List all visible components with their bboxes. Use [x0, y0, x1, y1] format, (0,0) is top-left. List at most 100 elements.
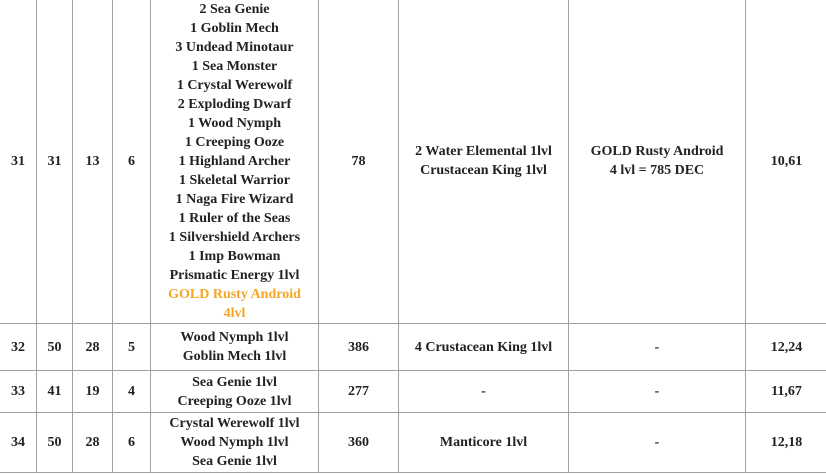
cell-line: 6 — [128, 153, 135, 169]
table-row: 32 50 28 5 Wood Nymph 1lvl Goblin Mech 1lvl 38… — [0, 323, 826, 371]
table-cell: 50 — [36, 412, 73, 473]
table-row: 34 50 28 6 Crystal Werewolf 1lvl Wood Nymph 1… — [0, 412, 826, 473]
table-cell: 12,24 — [745, 323, 826, 371]
table-cell: 360 — [318, 412, 399, 473]
cell-line: 1 Crystal Werewolf — [176, 77, 293, 93]
table-cell: 34 — [0, 412, 37, 473]
cell-line: 4 — [128, 384, 135, 399]
table-cell: 31 — [0, 0, 37, 324]
table-cell: Manticore 1lvl — [398, 412, 569, 473]
table-cell: GOLD Rusty Android 4 lvl = 785 DEC — [568, 0, 746, 324]
cell-line: 50 — [47, 339, 62, 355]
cell-line: Crystal Werewolf 1lvl — [169, 416, 300, 431]
cell-line: 277 — [348, 384, 369, 399]
cell-line: 31 — [47, 153, 62, 169]
cell-line: 28 — [85, 339, 100, 355]
table-cell: Wood Nymph 1lvl Goblin Mech 1lvl — [150, 323, 319, 371]
table-cell: - — [568, 323, 746, 371]
table-cell: - — [568, 412, 746, 473]
cell-line: 6 — [128, 435, 135, 450]
cell-line: 41 — [47, 384, 62, 399]
cell-line: - — [654, 384, 660, 399]
table-cell: 41 — [36, 370, 73, 413]
table-cell: 11,67 — [745, 370, 826, 413]
cell-line: 34 — [11, 435, 25, 450]
cell-line: Sea Genie 1lvl — [192, 454, 277, 469]
table-cell: Sea Genie 1lvl Creeping Ooze 1lvl — [150, 370, 319, 413]
cell-line: 28 — [85, 435, 100, 450]
cell-line: 10,61 — [770, 153, 803, 169]
cell-line: 4 lvl = 785 DEC — [609, 163, 705, 178]
cell-line: 1 Creeping Ooze — [184, 134, 285, 150]
table-cell: 19 — [72, 370, 113, 413]
cell-line: 2 Sea Genie — [199, 1, 270, 17]
cell-line: 11,67 — [771, 384, 802, 399]
cell-line: Sea Genie 1lvl — [192, 374, 277, 390]
table-cell: 78 — [318, 0, 399, 324]
cell-line: 33 — [11, 384, 25, 399]
table-cell: 12,18 — [745, 412, 826, 473]
cell-line: - — [654, 435, 660, 450]
table-cell: 4 — [112, 370, 151, 413]
table-cell: 28 — [72, 412, 113, 473]
cell-line: 386 — [348, 339, 369, 355]
table-cell: 28 — [72, 323, 113, 371]
table-cell: 50 — [36, 323, 73, 371]
cell-line: 32 — [11, 339, 25, 355]
cell-line: Manticore 1lvl — [439, 435, 528, 450]
cell-line: 12,24 — [770, 339, 803, 355]
cell-line: 50 — [47, 435, 62, 450]
cell-line: 3 Undead Minotaur — [175, 39, 294, 55]
cell-line: 1 Highland Archer — [178, 153, 291, 169]
table-cell: 277 — [318, 370, 399, 413]
table-cell: 10,61 — [745, 0, 826, 324]
table-cell: Crystal Werewolf 1lvl Wood Nymph 1lvl Sea … — [150, 412, 319, 473]
cell-line: 13 — [85, 153, 100, 169]
cell-line: - — [481, 384, 486, 399]
table-cell: 2 Water Elemental 1lvl Crustacean King 1l… — [398, 0, 569, 324]
table-cell: 6 — [112, 0, 151, 324]
cell-line: 4lvl — [223, 305, 246, 321]
table-cell: 13 — [72, 0, 113, 324]
cell-line: 1 Skeletal Warrior — [179, 172, 290, 188]
cell-line: 4 Crustacean King 1lvl — [414, 339, 553, 355]
cell-line: 19 — [85, 384, 100, 399]
cell-line: Goblin Mech 1lvl — [182, 349, 287, 364]
cell-line: Crustacean King 1lvl — [420, 163, 547, 178]
table-row: 31 31 13 6 2 Sea Genie 1 Goblin Mech 3 Undead … — [0, 0, 826, 324]
table-cell: 2 Sea Genie 1 Goblin Mech 3 Undead Minotau… — [150, 0, 319, 324]
cell-line: 1 Naga Fire Wizard — [175, 191, 294, 207]
cell-line: Creeping Ooze 1lvl — [177, 393, 292, 409]
cell-line: 12,18 — [770, 435, 803, 450]
cell-line: GOLD Rusty Android — [590, 144, 724, 159]
table-cell: 6 — [112, 412, 151, 473]
cell-line: Prismatic Energy 1lvl — [169, 267, 300, 283]
table-cell: 33 — [0, 370, 37, 413]
cell-line: 1 Imp Bowman — [188, 248, 281, 264]
cell-line: GOLD Rusty Android — [168, 286, 301, 302]
cell-line: 2 Exploding Dwarf — [177, 96, 292, 112]
cell-line: 78 — [351, 153, 366, 169]
table-cell: - — [398, 370, 569, 413]
cell-line: 5 — [128, 339, 135, 355]
table-cell: 32 — [0, 323, 37, 371]
table-cell: 31 — [36, 0, 73, 324]
cell-line: Wood Nymph 1lvl — [180, 330, 289, 345]
table-cell: 386 — [318, 323, 399, 371]
cell-line: 1 Wood Nymph — [187, 115, 282, 131]
cell-line: 360 — [348, 435, 369, 450]
table-row: 33 41 19 4 Sea Genie 1lvl Creeping Ooze 1lvl 2… — [0, 370, 826, 413]
cell-line: 1 Ruler of the Seas — [178, 210, 291, 226]
cell-line: 1 Goblin Mech — [190, 20, 279, 36]
table-cell: 4 Crustacean King 1lvl — [398, 323, 569, 371]
cell-line: 1 Sea Monster — [191, 58, 278, 74]
cell-line: 31 — [11, 153, 25, 169]
cell-line: 2 Water Elemental 1lvl — [415, 144, 552, 159]
table-cell: - — [568, 370, 746, 413]
table-cell: 5 — [112, 323, 151, 371]
cell-line: 1 Silvershield Archers — [168, 229, 301, 245]
cell-line: Wood Nymph 1lvl — [180, 435, 289, 450]
